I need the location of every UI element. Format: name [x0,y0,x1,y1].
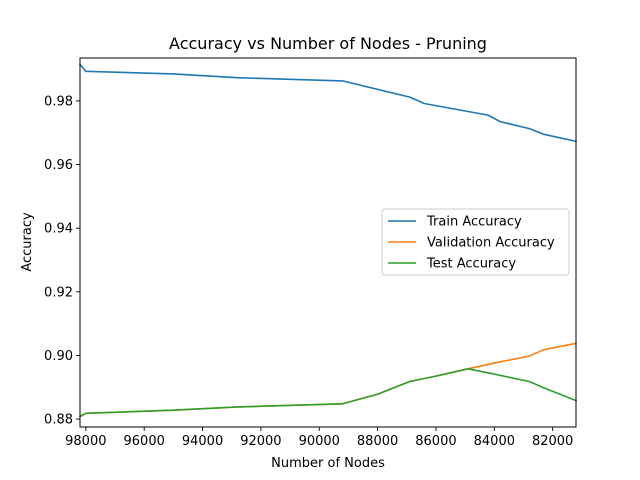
series-line-0 [78,63,577,143]
y-axis-ticks: 0.88 0.90 0.92 0.94 0.96 0.98 [44,94,80,428]
y-tick-label-0: 0.88 [44,413,73,428]
x-tick-label-4: 90000 [299,434,340,449]
x-tick-label-1: 96000 [124,434,165,449]
x-axis-label: Number of Nodes [271,456,385,471]
legend-box [381,208,570,276]
x-tick-label-8: 82000 [532,434,573,449]
y-tick-label-4: 0.96 [44,158,73,173]
legend-label-0: Train Accuracy [426,215,522,230]
x-tick-label-6: 86000 [415,434,456,449]
x-tick-label-3: 92000 [240,434,281,449]
x-tick-label-0: 98000 [65,434,106,449]
series-line-2 [78,367,578,418]
plot-lines [78,63,578,418]
x-tick-label-5: 88000 [357,434,398,449]
y-axis-label: Accuracy [20,212,35,272]
plot-frame [79,57,577,428]
y-tick-label-1: 0.90 [44,349,73,364]
y-tick-label-2: 0.92 [44,285,73,300]
y-tick-label-5: 0.98 [44,94,73,109]
legend-label-2: Test Accuracy [426,257,516,272]
series-line-1 [78,342,577,418]
x-axis-ticks: 98000 96000 94000 92000 90000 88000 86000 84000… [65,427,573,449]
x-tick-label-2: 94000 [182,434,223,449]
y-tick-label-3: 0.94 [44,222,73,237]
legend-label-1: Validation Accuracy [427,236,555,251]
chart-title: Accuracy vs Number of Nodes - Pruning [169,34,487,53]
x-tick-label-7: 84000 [474,434,515,449]
legend: Train Accuracy Validation Accuracy Test Ac… [381,208,570,276]
